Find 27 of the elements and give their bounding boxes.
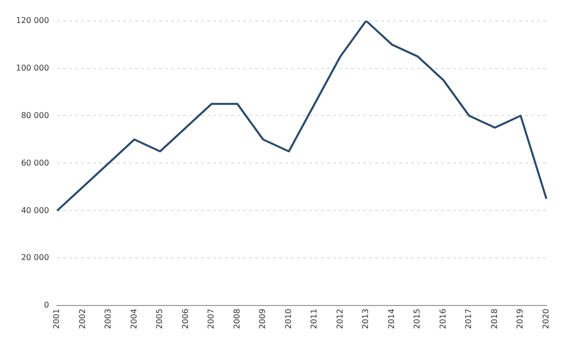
x-tick-label: 2006 [180,308,190,329]
x-tick-label: 2003 [104,308,113,329]
x-tick-label: 2017 [464,308,474,329]
x-tick-label: 2010 [284,308,293,329]
y-tick-label: 80 000 [21,110,50,120]
y-tick-label: 20 000 [21,253,50,262]
y-tick-label: 120 000 [16,16,50,25]
x-tick-label: 2019 [516,308,525,329]
x-tick-label: 2001 [52,308,62,329]
x-tick-label: 2018 [490,308,499,329]
x-tick-label: 2013 [361,308,370,329]
y-tick-label: 100 000 [16,63,50,72]
y-tick-label: 0 [44,300,50,310]
y-tick-label: 40 000 [21,206,50,215]
x-tick-label: 2016 [438,308,448,329]
x-tick-label: 2008 [232,308,242,329]
x-tick-label: 2012 [335,308,344,329]
x-tick-label: 2015 [412,308,422,329]
x-tick-label: 2007 [206,308,216,329]
x-tick-label: 2014 [386,308,396,329]
x-tick-label: 2004 [129,308,138,329]
x-tick-label: 2002 [78,308,87,329]
x-tick-label: 2005 [155,308,164,329]
y-tick-label: 60 000 [21,158,50,168]
x-tick-label: 2011 [310,308,319,329]
x-tick-label: 2020 [541,308,550,329]
x-tick-label: 2009 [258,308,268,329]
